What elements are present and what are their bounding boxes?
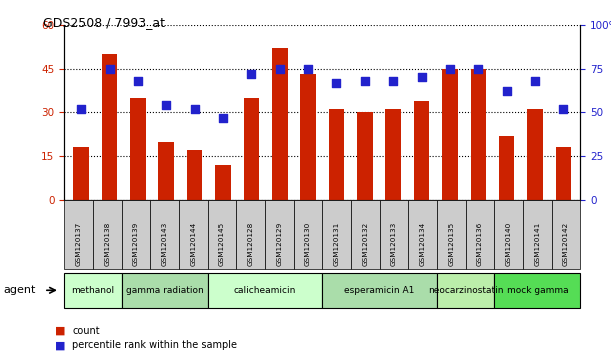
Point	[332, 80, 342, 85]
Text: gamma radiation: gamma radiation	[126, 286, 203, 295]
Bar	[555, 147, 571, 200]
Text: GDS2508 / 7993_at: GDS2508 / 7993_at	[43, 16, 165, 29]
Text: GSM120141: GSM120141	[535, 222, 540, 266]
Text: percentile rank within the sample: percentile rank within the sample	[72, 340, 237, 350]
Text: GSM120128: GSM120128	[247, 222, 254, 266]
Text: GSM120130: GSM120130	[305, 222, 311, 266]
Text: GSM120136: GSM120136	[477, 222, 483, 266]
Bar	[414, 101, 430, 200]
Point	[161, 103, 171, 108]
Point	[303, 66, 313, 72]
Bar	[527, 109, 543, 200]
Text: GSM120140: GSM120140	[506, 222, 512, 266]
Bar	[329, 109, 344, 200]
Bar	[386, 109, 401, 200]
Text: GSM120134: GSM120134	[420, 222, 426, 266]
Point	[417, 75, 426, 80]
Point	[246, 71, 256, 77]
Text: calicheamicin: calicheamicin	[234, 286, 296, 295]
Bar	[357, 113, 373, 200]
Bar	[442, 69, 458, 200]
Text: ■: ■	[55, 326, 65, 336]
Text: GSM120144: GSM120144	[190, 222, 196, 266]
Text: GSM120138: GSM120138	[104, 222, 110, 266]
Point	[275, 66, 285, 72]
Point	[558, 106, 568, 112]
Bar	[301, 74, 316, 200]
Text: GSM120131: GSM120131	[334, 222, 340, 266]
Point	[104, 66, 114, 72]
Text: count: count	[72, 326, 100, 336]
Text: GSM120137: GSM120137	[76, 222, 81, 266]
Point	[133, 78, 143, 84]
Text: esperamicin A1: esperamicin A1	[345, 286, 415, 295]
Text: methanol: methanol	[71, 286, 114, 295]
Point	[190, 106, 200, 112]
Bar	[244, 98, 259, 200]
Bar	[272, 48, 288, 200]
Point	[389, 78, 398, 84]
Bar	[130, 98, 145, 200]
Point	[360, 78, 370, 84]
Bar	[158, 142, 174, 200]
Text: GSM120143: GSM120143	[161, 222, 167, 266]
Text: GSM120142: GSM120142	[563, 222, 569, 266]
Bar	[215, 165, 231, 200]
Point	[218, 115, 228, 120]
Text: GSM120129: GSM120129	[276, 222, 282, 266]
Text: neocarzinostatin: neocarzinostatin	[428, 286, 503, 295]
Point	[502, 88, 511, 94]
Text: GSM120132: GSM120132	[362, 222, 368, 266]
Bar	[470, 69, 486, 200]
Text: mock gamma: mock gamma	[507, 286, 568, 295]
Text: GSM120135: GSM120135	[448, 222, 455, 266]
Text: GSM120139: GSM120139	[133, 222, 139, 266]
Bar	[499, 136, 514, 200]
Bar	[102, 54, 117, 200]
Text: agent: agent	[3, 285, 35, 295]
Point	[474, 66, 483, 72]
Text: GSM120133: GSM120133	[391, 222, 397, 266]
Text: ■: ■	[55, 340, 65, 350]
Text: GSM120145: GSM120145	[219, 222, 225, 266]
Point	[445, 66, 455, 72]
Point	[76, 106, 86, 112]
Bar	[73, 147, 89, 200]
Bar	[187, 150, 202, 200]
Point	[530, 78, 540, 84]
